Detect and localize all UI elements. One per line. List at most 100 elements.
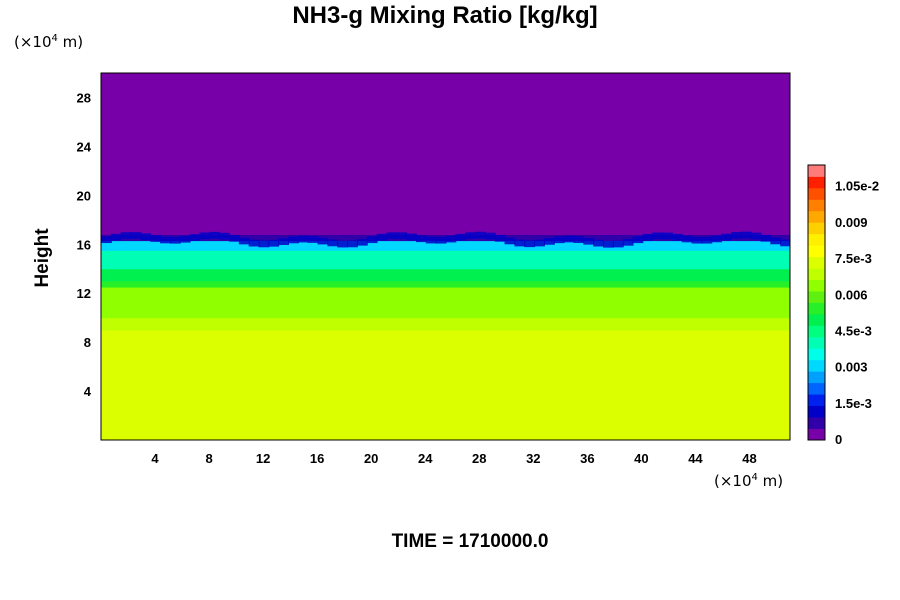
x-tick-label: 12 (256, 451, 270, 466)
time-readout: TIME = 1710000.0 (0, 531, 900, 553)
field-band (101, 73, 790, 235)
interface-cell (780, 239, 790, 247)
y-tick-label: 4 (84, 384, 92, 399)
interface-cell (750, 232, 762, 240)
interface-cell (130, 232, 142, 239)
interface-cell (189, 234, 201, 241)
colorbar-tick-label: 7.5e-3 (835, 251, 872, 266)
colorbar-segment (808, 233, 825, 246)
x-tick-label: 48 (742, 451, 756, 466)
field-band (101, 250, 790, 270)
time-label: TIME = (391, 531, 459, 552)
interface-cell (366, 236, 378, 244)
y-tick-label: 12 (77, 286, 91, 301)
y-tick-label: 24 (77, 139, 92, 154)
interface-cell (514, 239, 526, 247)
interface-cell (622, 238, 634, 246)
interface-cell (534, 239, 545, 247)
colorbar-segment (808, 417, 825, 429)
x-tick-label: 40 (634, 451, 648, 466)
interface-cell (199, 232, 211, 240)
y-unit-label: (×104 m) (14, 33, 84, 51)
chart-title: NH3-g Mixing Ratio [kg/kg] (292, 2, 598, 29)
interface-cell (455, 233, 467, 241)
interface-cell (219, 232, 230, 240)
interface-cell (730, 232, 742, 239)
interface-cell (583, 237, 595, 245)
x-tick-label: 28 (472, 451, 486, 466)
interface-cell (268, 239, 280, 247)
interface-cell (209, 231, 221, 239)
interface-cell (524, 240, 536, 248)
colorbar-tick-label: 0.003 (835, 360, 868, 375)
colorbar-segment (808, 165, 825, 177)
interface-cell (573, 236, 585, 243)
colorbar-segment (808, 291, 825, 303)
y-tick-label: 20 (77, 188, 91, 203)
interface-cell (701, 236, 713, 244)
x-tick-label: 24 (418, 451, 433, 466)
colorbar-segment (808, 187, 825, 200)
interface-cell (602, 240, 614, 248)
colorbar-segment (808, 336, 825, 349)
colorbar-segment (808, 313, 825, 326)
interface-cell (258, 240, 270, 248)
interface-cell (553, 236, 565, 244)
interface-cell (721, 233, 732, 241)
colorbar-segment (808, 348, 825, 361)
colorbar-segment (808, 199, 825, 212)
colorbar-segment (808, 359, 825, 372)
interface-cell (396, 232, 408, 240)
interface-cell (150, 235, 162, 242)
interface-cell (307, 236, 319, 243)
colorbar-tick-label: 0.006 (835, 287, 868, 302)
y-axis: 4 8 12 16 20 24 28 (77, 90, 92, 399)
interface-cell (288, 236, 299, 244)
interface-cell (406, 233, 417, 241)
interface-cell (179, 235, 191, 243)
x-tick-label: 8 (205, 451, 212, 466)
field-band (101, 268, 790, 282)
interface-cell (317, 237, 329, 245)
x-tick-label: 4 (151, 451, 159, 466)
plot-frame (100, 72, 791, 441)
colorbar-segment (808, 222, 825, 235)
interface-cell (110, 233, 122, 241)
field-band (101, 317, 790, 331)
interface-cell (760, 234, 772, 242)
colorbar-segment (808, 279, 825, 292)
interface-cell (445, 235, 457, 243)
colorbar-segment (808, 325, 825, 338)
interface-cell (347, 240, 358, 248)
colorbar-segment (808, 302, 825, 315)
colorbar-segment (808, 428, 825, 441)
interface-cell (327, 239, 339, 247)
interface-cell (248, 239, 260, 247)
interface-cell (691, 236, 703, 244)
interface-cell (740, 231, 752, 239)
interface-cell (337, 240, 349, 248)
x-tick-label: 44 (688, 451, 703, 466)
interface-cell (681, 235, 693, 243)
field-band (101, 240, 790, 251)
colorbar-tick-label: 4.5e-3 (835, 323, 872, 338)
interface-cell (642, 233, 654, 241)
interface-cell (435, 236, 447, 244)
interface-cell (543, 238, 555, 245)
interface-cell (593, 239, 604, 247)
x-tick-label: 32 (526, 451, 540, 466)
interface-cell (376, 233, 388, 241)
x-unit-label: (×104 m) (714, 472, 784, 490)
colorbar-ticks: 0 1.5e-3 0.003 4.5e-3 0.006 7.5e-3 0.009 1.05e-… (835, 179, 879, 447)
colorbar-segment (808, 394, 825, 407)
colorbar-segment (808, 245, 825, 258)
colorbar-segment (808, 382, 825, 395)
interface-cell (140, 233, 152, 241)
x-tick-label: 16 (310, 451, 324, 466)
colorbar-tick-label: 0 (835, 432, 842, 447)
interface-cell (101, 236, 112, 244)
interface-cell (160, 236, 171, 244)
interface-cell (632, 236, 644, 244)
interface-cell (494, 234, 506, 242)
field-band (101, 329, 790, 440)
